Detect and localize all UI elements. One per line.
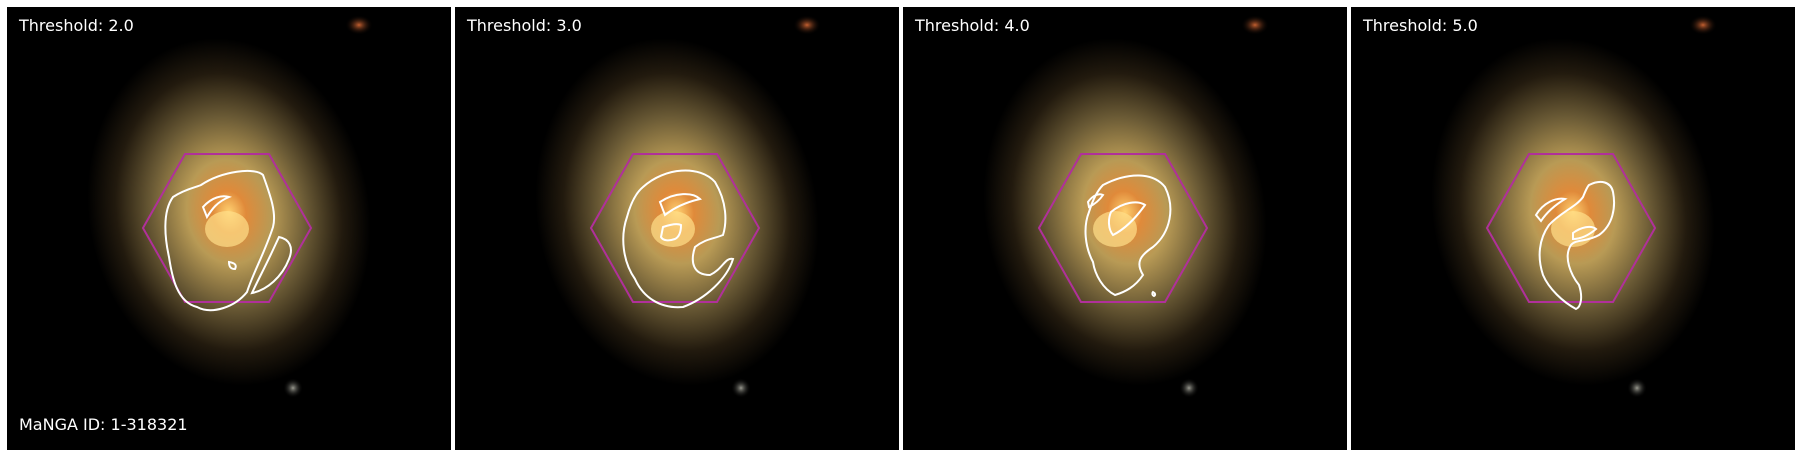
contour-line <box>1572 225 1598 241</box>
galaxy-image <box>455 7 899 450</box>
star-white <box>1627 378 1647 398</box>
hexagon-footprint <box>589 153 761 303</box>
contour-line <box>250 235 292 295</box>
star-red <box>1241 15 1269 35</box>
contour-line <box>227 260 237 271</box>
galaxy-panel-1: Threshold: 2.0 MaNGA ID: 1-318321 <box>7 7 451 450</box>
hexagon-footprint <box>141 153 313 303</box>
manga-id-label: MaNGA ID: 1-318321 <box>19 415 188 434</box>
contour-line <box>1086 193 1105 209</box>
contour-line <box>1107 201 1147 237</box>
galaxy-core <box>651 211 695 247</box>
hexagon-footprint <box>1037 153 1209 303</box>
star-red <box>345 15 373 35</box>
contour-line <box>1534 197 1568 223</box>
star-red <box>793 15 821 35</box>
star-white <box>1179 378 1199 398</box>
contour-line <box>1538 180 1616 311</box>
galaxy-core <box>205 211 249 247</box>
contour-line <box>1084 174 1172 297</box>
galaxy-halo <box>983 38 1267 386</box>
star-white <box>731 378 751 398</box>
threshold-label: Threshold: 5.0 <box>1363 16 1478 35</box>
galaxy-image <box>903 7 1347 450</box>
contour-line <box>659 223 683 242</box>
threshold-label: Threshold: 2.0 <box>19 16 134 35</box>
galaxy-core <box>1093 211 1137 247</box>
contour-line <box>1151 290 1157 298</box>
threshold-label: Threshold: 3.0 <box>467 16 582 35</box>
contour-line <box>622 169 735 309</box>
star-red <box>1689 15 1717 35</box>
hexagon-footprint <box>1485 153 1657 303</box>
galaxy-panel-4: Threshold: 5.0 <box>1351 7 1795 450</box>
galaxy-core <box>1551 211 1595 247</box>
threshold-label: Threshold: 4.0 <box>915 16 1030 35</box>
galaxy-panel-3: Threshold: 4.0 <box>903 7 1347 450</box>
contour-line <box>201 195 233 220</box>
contour-line <box>164 169 275 312</box>
galaxy-panel-2: Threshold: 3.0 <box>455 7 899 450</box>
contour-line <box>658 193 702 217</box>
star-white <box>283 378 303 398</box>
galaxy-image <box>1351 7 1795 450</box>
galaxy-image <box>7 7 451 450</box>
